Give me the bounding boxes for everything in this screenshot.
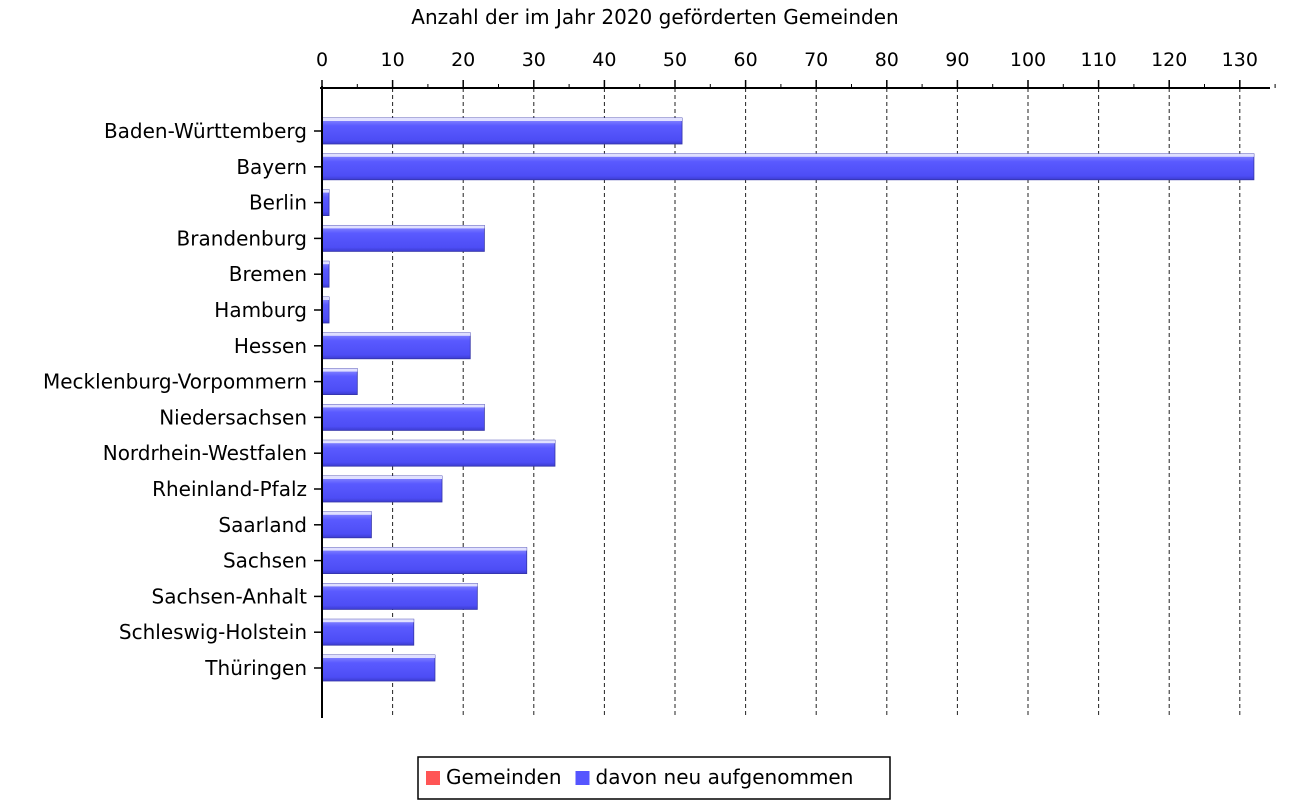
legend-swatch-gemeinden	[426, 771, 440, 785]
bar-niedersachsen	[321, 403, 485, 431]
category-label-saarland: Saarland	[218, 513, 307, 537]
bar-highlight-sachsen	[322, 547, 527, 551]
category-label-thuringen: Thüringen	[204, 656, 307, 680]
category-label-schleswig-holstein: Schleswig-Holstein	[119, 620, 307, 644]
category-label-mecklenburg-vorpommern: Mecklenburg-Vorpommern	[43, 370, 307, 394]
bar-rheinland-pfalz	[321, 475, 443, 503]
bar-saarland	[321, 511, 372, 539]
bar-hamburg	[321, 296, 330, 324]
legend-box	[417, 756, 891, 800]
x-tick-label-50: 50	[663, 49, 687, 71]
bar-sachsen	[321, 547, 528, 574]
category-label-bremen: Bremen	[229, 262, 307, 286]
category-label-rheinland-pfalz: Rheinland-Pfalz	[152, 477, 307, 501]
bar-bayern	[321, 153, 1255, 181]
bar-highlight-hamburg	[322, 297, 330, 300]
bar-hessen	[321, 332, 471, 360]
category-label-hessen: Hessen	[234, 334, 307, 358]
x-tick-label-40: 40	[592, 49, 616, 71]
x-tick-label-0: 0	[316, 49, 328, 71]
x-tick-label-10: 10	[381, 49, 405, 71]
bar-highlight-thuringen	[322, 655, 435, 658]
x-tick-label-70: 70	[804, 49, 828, 71]
bar-highlight-nordrhein-westfalen	[322, 440, 555, 444]
bar-highlight-saarland	[322, 511, 372, 515]
category-label-sachsen: Sachsen	[223, 549, 307, 573]
bar-brandenburg	[321, 224, 485, 252]
category-label-brandenburg: Brandenburg	[177, 226, 308, 250]
bar-highlight-bremen	[322, 261, 330, 265]
category-label-baden-wurttemberg: Baden-Württemberg	[104, 119, 307, 143]
bar-mecklenburg-vorpommern	[321, 368, 358, 396]
bar-highlight-rheinland-pfalz	[322, 476, 443, 479]
grid-lines	[392, 88, 1241, 718]
x-tick-label-110: 110	[1080, 49, 1116, 71]
category-label-sachsen-anhalt: Sachsen-Anhalt	[152, 584, 308, 608]
x-tick-label-90: 90	[945, 49, 969, 71]
x-tick-label-100: 100	[1010, 49, 1046, 71]
bar-highlight-bayern	[322, 153, 1254, 157]
category-label-nordrhein-westfalen: Nordrhein-Westfalen	[103, 441, 307, 465]
legend-label-gemeinden: Gemeinden	[446, 765, 562, 789]
bar-highlight-niedersachsen	[322, 404, 485, 408]
x-tick-label-20: 20	[451, 49, 475, 71]
category-label-berlin: Berlin	[249, 191, 307, 215]
bar-thuringen	[321, 654, 436, 682]
bar-schleswig-holstein	[321, 618, 415, 646]
axes: Anzahl der im Jahr 2020 geförderten Geme…	[43, 5, 1276, 718]
bar-highlight-berlin	[322, 189, 330, 193]
category-label-niedersachsen: Niedersachsen	[159, 405, 307, 429]
bar-baden-wurttemberg	[321, 117, 683, 145]
bar-sachsen-anhalt	[321, 583, 478, 610]
bar-nordrhein-westfalen	[321, 439, 556, 467]
bar-highlight-hessen	[322, 332, 471, 336]
bar-highlight-brandenburg	[322, 225, 485, 229]
legend-label-davon-neu-aufgenommen: davon neu aufgenommen	[596, 765, 854, 789]
x-tick-label-80: 80	[875, 49, 899, 71]
x-tick-label-30: 30	[522, 49, 546, 71]
category-label-bayern: Bayern	[236, 155, 307, 179]
legend: Gemeinden davon neu aufgenommen	[417, 756, 891, 800]
legend-swatch-davon-neu-aufgenommen	[575, 771, 590, 785]
bar-highlight-sachsen-anhalt	[322, 583, 478, 587]
bar-highlight-schleswig-holstein	[322, 619, 414, 623]
bar-berlin	[321, 189, 330, 217]
bars	[321, 117, 1255, 682]
bar-highlight-mecklenburg-vorpommern	[322, 368, 358, 372]
x-tick-label-130: 130	[1222, 49, 1258, 71]
bar-bremen	[321, 260, 330, 288]
category-label-hamburg: Hamburg	[214, 298, 307, 322]
bar-highlight-baden-wurttemberg	[322, 118, 683, 121]
x-axis-title: Anzahl der im Jahr 2020 geförderten Geme…	[411, 5, 898, 29]
x-tick-label-120: 120	[1151, 49, 1187, 71]
x-tick-label-60: 60	[734, 49, 758, 71]
